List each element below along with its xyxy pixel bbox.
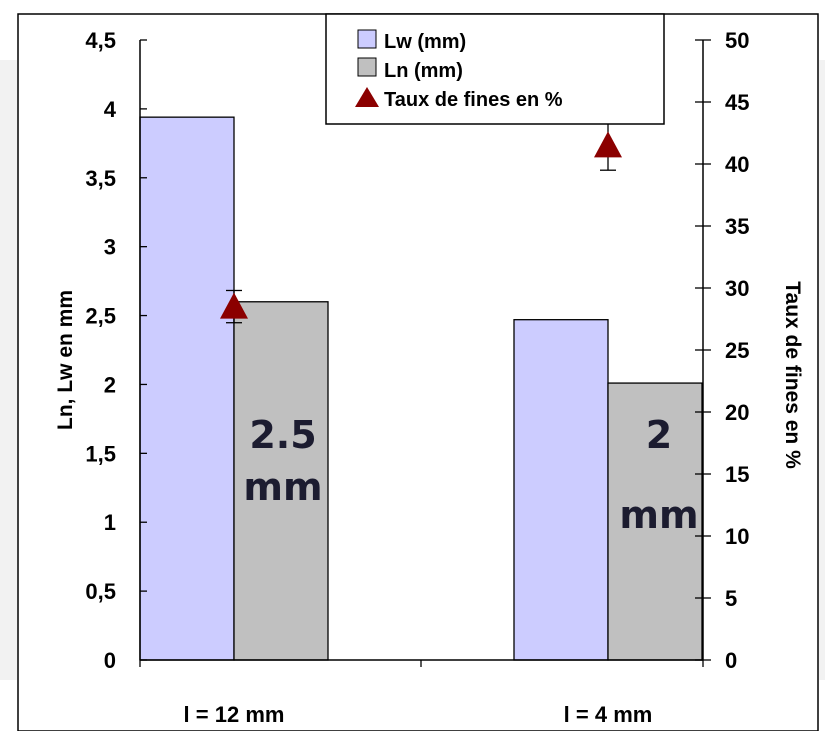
- legend-swatch-ln: [357, 57, 377, 77]
- y2-tick-label-5: 25: [725, 338, 749, 363]
- y-tick-label-0: 0: [104, 648, 116, 673]
- legend-label-lw: Lw (mm): [384, 31, 466, 53]
- legend-swatch-lw: [357, 29, 377, 49]
- legend-label-ln: Ln (mm): [384, 60, 463, 82]
- y-tick-label-2: 1: [104, 510, 116, 535]
- y-tick-label-3: 1,5: [85, 441, 116, 466]
- y2-tick-label-0: 0: [725, 648, 737, 673]
- x-tick-label-1: l = 12 mm: [184, 702, 285, 727]
- y2-tick-label-9: 45: [725, 90, 749, 115]
- legend-box: [325, 13, 665, 125]
- y2-tick-label-7: 35: [725, 214, 749, 239]
- right-margin-shade: [819, 60, 825, 680]
- bar-annotation-1-line1: 2.5: [249, 413, 316, 457]
- y-tick-label-1: 0,5: [85, 579, 116, 604]
- x-tick-label-2: l = 4 mm: [564, 702, 653, 727]
- bar-annotation-1-line2: mm: [243, 465, 322, 509]
- y-axis-title: Ln, Lw en mm: [54, 290, 77, 430]
- y2-tick-label-4: 20: [725, 400, 749, 425]
- y-tick-label-4: 2: [104, 372, 116, 397]
- y2-axis-title: Taux de fines en %: [781, 281, 804, 469]
- y-tick-label-5: 2,5: [85, 304, 116, 329]
- y2-tick-label-2: 10: [725, 524, 749, 549]
- legend: Lw (mm) Ln (mm) Taux de fines en %: [325, 13, 665, 125]
- y2-tick-label-1: 5: [725, 586, 737, 611]
- y2-tick-label-3: 15: [725, 462, 749, 487]
- y-tick-label-7: 3,5: [85, 166, 116, 191]
- bar-ln-2: [607, 382, 703, 661]
- bar-lw-1: [139, 116, 235, 661]
- y-tick-label-6: 3: [104, 235, 116, 260]
- y2-tick-label-10: 50: [725, 28, 749, 53]
- y-tick-label-8: 4: [104, 97, 117, 122]
- y2-tick-label-8: 40: [725, 152, 749, 177]
- bar-annotation-2-line2: mm: [619, 493, 698, 537]
- y-tick-label-9: 4,5: [85, 28, 116, 53]
- bar-annotation-2-line1: 2: [646, 413, 672, 457]
- y2-tick-label-6: 30: [725, 276, 749, 301]
- legend-label-fines: Taux de fines en %: [384, 89, 563, 111]
- legend-marker-fines: [355, 87, 379, 107]
- left-margin-shade: [0, 60, 17, 680]
- fines-marker-2: [594, 131, 622, 158]
- fines-marker-1: [220, 292, 248, 319]
- bar-lw-2: [513, 319, 609, 661]
